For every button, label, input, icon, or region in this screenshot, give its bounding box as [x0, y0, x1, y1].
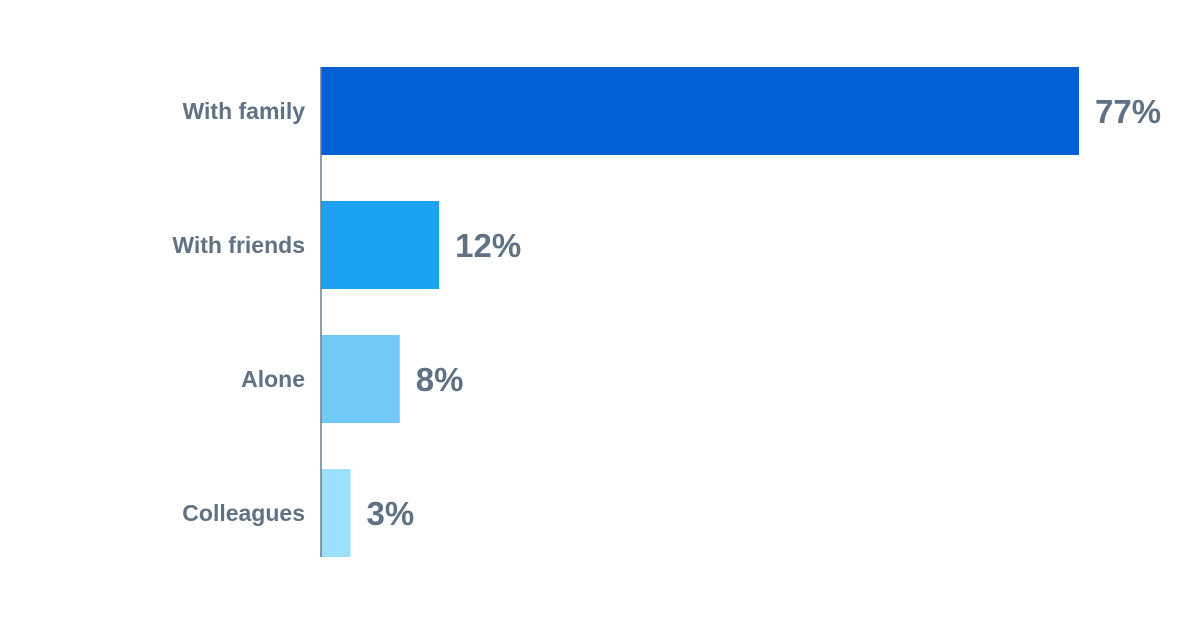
bar-colleagues	[321, 469, 351, 557]
value-label: 77%	[1095, 93, 1161, 130]
value-label: 8%	[416, 361, 464, 398]
value-label: 3%	[367, 495, 415, 532]
bar-alone	[321, 335, 400, 423]
category-label: With friends	[172, 232, 305, 258]
category-label: Colleagues	[182, 500, 305, 526]
value-label: 12%	[455, 227, 521, 264]
category-label: Alone	[241, 366, 305, 392]
bar-with-family	[321, 67, 1079, 155]
bar-with-friends	[321, 201, 440, 289]
category-label: With family	[183, 98, 306, 124]
